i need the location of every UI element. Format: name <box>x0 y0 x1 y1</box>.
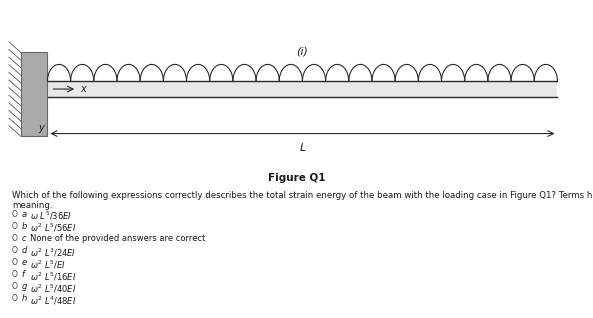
Text: Which of the following expressions correctly describes the total strain energy o: Which of the following expressions corre… <box>12 191 593 200</box>
Text: $L$: $L$ <box>299 142 306 153</box>
Text: O: O <box>12 234 18 243</box>
Text: $\omega^2\ L^3/24EI$: $\omega^2\ L^3/24EI$ <box>30 246 76 259</box>
Text: meaning.: meaning. <box>12 201 52 210</box>
Text: $\omega^2\ L^5/16EI$: $\omega^2\ L^5/16EI$ <box>30 270 76 283</box>
Text: O: O <box>12 282 18 291</box>
Text: x: x <box>80 84 86 94</box>
Text: b: b <box>21 222 27 231</box>
Bar <box>21 52 47 136</box>
Text: O: O <box>12 258 18 267</box>
Text: a: a <box>21 210 27 219</box>
Text: g: g <box>21 282 27 291</box>
Text: (i): (i) <box>296 46 308 57</box>
Text: O: O <box>12 270 18 279</box>
Text: e: e <box>21 258 27 267</box>
Text: h: h <box>21 294 27 303</box>
Text: y: y <box>39 123 44 133</box>
Text: $\omega^2\ L^5/40EI$: $\omega^2\ L^5/40EI$ <box>30 282 76 295</box>
Text: $\omega^2\ L^5/56EI$: $\omega^2\ L^5/56EI$ <box>30 222 76 234</box>
Text: d: d <box>21 246 27 255</box>
Text: None of the provided answers are correct: None of the provided answers are correct <box>30 234 205 243</box>
Text: f: f <box>21 270 24 279</box>
Text: O: O <box>12 210 18 219</box>
Text: c: c <box>21 234 26 243</box>
Text: O: O <box>12 294 18 303</box>
Text: Figure Q1: Figure Q1 <box>268 173 325 183</box>
Text: $\omega\ L^5/36EI$: $\omega\ L^5/36EI$ <box>30 210 72 222</box>
Bar <box>47 81 557 97</box>
Text: O: O <box>12 222 18 231</box>
Text: $\omega^2\ L^4/48EI$: $\omega^2\ L^4/48EI$ <box>30 294 76 307</box>
Text: $\omega^2\ L^5/EI$: $\omega^2\ L^5/EI$ <box>30 258 65 271</box>
Text: O: O <box>12 246 18 255</box>
